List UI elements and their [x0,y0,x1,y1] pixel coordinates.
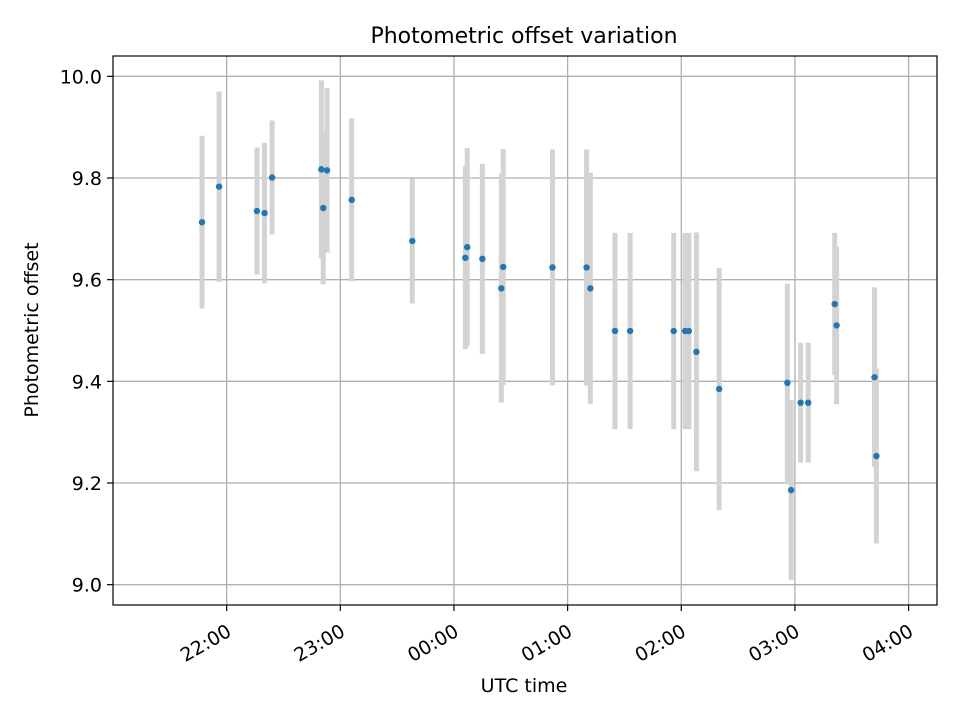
grid-lines [113,56,937,605]
data-point [797,399,804,406]
y-tick-label: 9.8 [72,168,102,190]
chart-title: Photometric offset variation [370,24,677,49]
y-tick-label: 10.0 [60,66,102,88]
data-point [268,174,276,181]
data-point [873,452,880,460]
y-tick-label: 9.4 [72,371,102,393]
data-point [462,254,469,262]
data-point [261,209,268,217]
data-point [715,385,723,393]
data-point [626,327,634,335]
data-point [464,243,471,251]
data-point [833,322,840,329]
data-point [871,374,878,381]
data-point [318,166,325,173]
data-point [323,167,331,174]
data-point [479,255,486,263]
data-point [831,300,838,308]
data-point [320,204,327,212]
plot-frame [112,55,938,606]
data-point [409,237,416,245]
y-tick-label: 9.2 [72,473,102,495]
data-point [787,486,795,494]
y-tick-label: 9.0 [72,575,102,597]
data-point [549,264,556,271]
data-point [693,348,700,356]
data-point [198,219,206,226]
data-points [198,166,880,494]
x-axis-label: UTC time [481,675,568,697]
data-point [253,207,261,215]
data-point [348,196,355,204]
data-point [587,285,594,292]
data-point [583,264,590,271]
data-point [685,327,693,335]
data-point [500,263,507,271]
y-tick-label: 9.6 [72,270,102,292]
data-point [611,327,619,335]
data-point [804,399,812,406]
data-point [670,327,677,335]
data-point [784,379,791,387]
data-point [498,285,505,292]
data-point [215,183,223,190]
y-axis-label: Photometric offset [21,242,43,417]
